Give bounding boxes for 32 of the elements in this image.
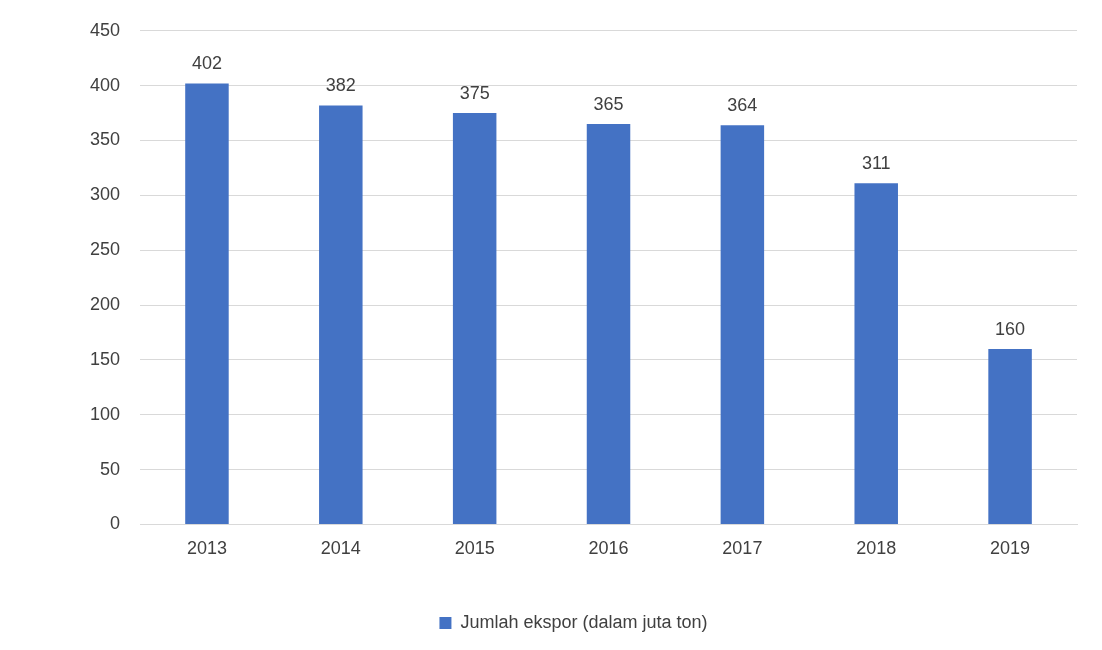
data-label: 375 [459, 83, 490, 104]
y-tick-label: 300 [89, 184, 121, 205]
y-tick-label: 150 [89, 348, 121, 369]
bar [720, 125, 765, 524]
bar [586, 124, 631, 524]
y-tick-label: 200 [89, 293, 121, 314]
bar [452, 113, 497, 524]
y-tick-label: 100 [89, 403, 121, 424]
y-tick-label: 0 [110, 513, 121, 534]
y-tick-label: 350 [89, 129, 121, 150]
x-tick-label: 2015 [454, 538, 495, 559]
data-label: 382 [325, 75, 356, 96]
y-tick-label: 450 [89, 19, 121, 40]
x-tick-label: 2013 [186, 538, 227, 559]
x-tick-label: 2018 [856, 538, 897, 559]
y-tick-label: 250 [89, 239, 121, 260]
data-label: 311 [861, 153, 891, 174]
bar [988, 348, 1032, 524]
x-tick-label: 2019 [990, 538, 1031, 559]
x-tick-label: 2017 [722, 538, 763, 559]
data-label: 160 [995, 318, 1026, 339]
legend-label: Jumlah ekspor (dalam juta ton) [460, 611, 708, 632]
x-tick-label: 2016 [588, 538, 629, 559]
bar [854, 183, 898, 524]
y-tick-label: 400 [89, 74, 121, 95]
x-tick-label: 2014 [320, 538, 361, 559]
bar [185, 83, 229, 524]
data-label: 365 [593, 94, 624, 114]
bar [319, 105, 363, 524]
y-tick-label: 50 [100, 458, 121, 479]
data-label: 402 [191, 53, 222, 74]
data-label: 364 [727, 95, 758, 116]
